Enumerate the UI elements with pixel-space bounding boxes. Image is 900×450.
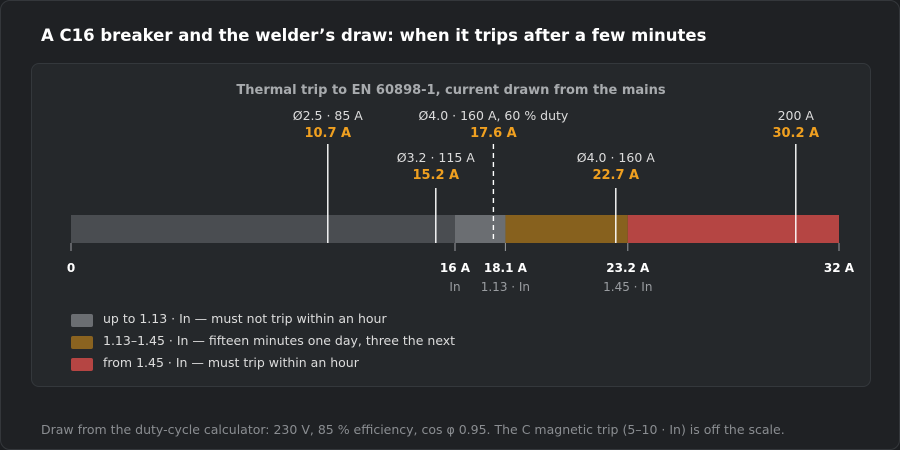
legend-label-may-trip: 1.13–1.45 · In — fifteen minutes one day…	[103, 333, 456, 348]
legend-swatch-must-trip	[71, 358, 93, 371]
tick-sublabel-2: 1.13 · In	[481, 280, 530, 294]
tick-label-3: 23.2 A	[606, 261, 650, 275]
breaker-trip-chart: Thermal trip to EN 60898-1, current draw…	[67, 83, 855, 294]
legend-label-must-trip: from 1.45 · In — must trip within an hou…	[103, 355, 359, 370]
tick-label-2: 18.1 A	[484, 261, 528, 275]
zone-bar-2	[627, 215, 839, 243]
chart-title: Thermal trip to EN 60898-1, current draw…	[236, 83, 665, 98]
marker-label-0: Ø2.5 · 85 A	[293, 108, 364, 123]
legend-swatch-no-trip	[71, 314, 93, 327]
marker-value-0: 10.7 A	[304, 126, 351, 141]
footer-note: Draw from the duty-cycle calculator: 230…	[41, 422, 785, 437]
tick-label-1: 16 A	[440, 261, 471, 275]
marker-value-1: 15.2 A	[412, 168, 459, 183]
tick-label-0: 0	[67, 261, 75, 275]
zone-bar-0	[71, 215, 506, 243]
chart-panel: Thermal trip to EN 60898-1, current draw…	[31, 63, 871, 387]
zone-bar-1	[505, 215, 628, 243]
marker-value-3: 22.7 A	[592, 168, 639, 183]
marker-label-1: Ø3.2 · 115 A	[397, 150, 475, 165]
legend-swatch-may-trip	[71, 336, 93, 349]
legend-label-no-trip: up to 1.13 · In — must not trip within a…	[103, 311, 387, 326]
tick-sublabel-3: 1.45 · In	[603, 280, 652, 294]
page-title: A C16 breaker and the welder’s draw: whe…	[41, 26, 707, 45]
marker-label-4: 200 A	[778, 108, 815, 123]
tick-label-4: 32 A	[824, 261, 855, 275]
marker-label-3: Ø4.0 · 160 A	[577, 150, 655, 165]
tick-sublabel-1: In	[449, 280, 460, 294]
marker-value-2: 17.6 A	[470, 126, 517, 141]
marker-label-2: Ø4.0 · 160 A, 60 % duty	[418, 108, 568, 123]
marker-value-4: 30.2 A	[772, 126, 819, 141]
nominal-band	[455, 215, 506, 243]
